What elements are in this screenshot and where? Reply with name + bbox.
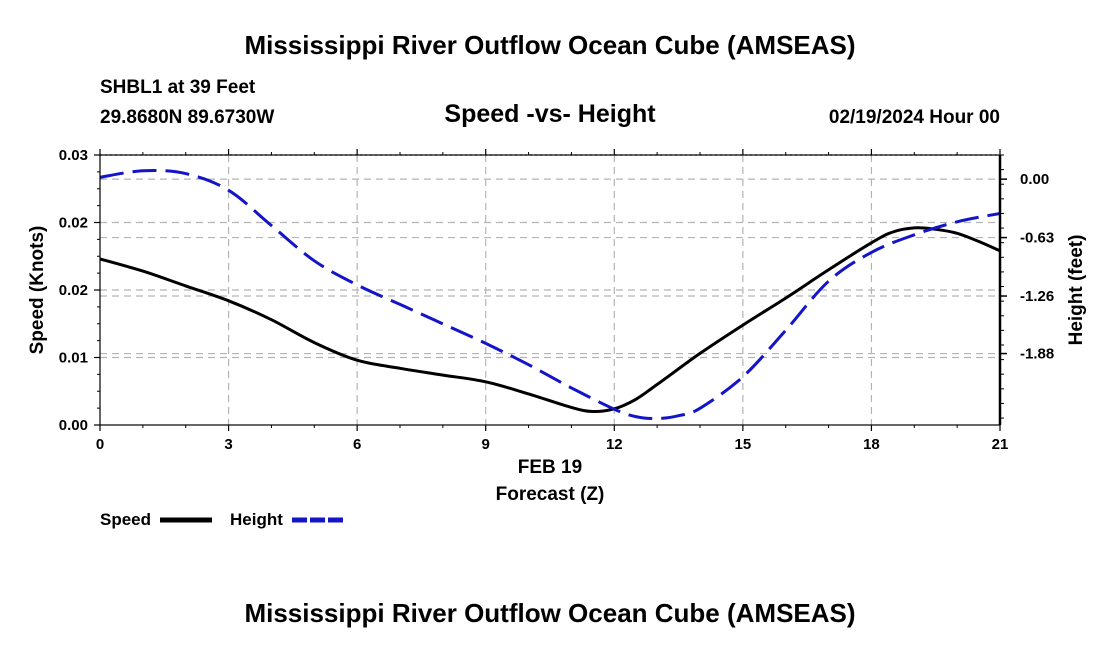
y-right-tick-label: -1.88 [1020,346,1054,363]
x-tick-label: 18 [863,436,880,453]
forecast-date: 02/19/2024 Hour 00 [828,107,1000,128]
series-layer [99,169,1001,421]
x-tick-label: 21 [992,436,1009,453]
x-tick-label: 15 [735,436,752,453]
y-left-tick-label: 0.00 [59,417,88,434]
legend-speed-label: Speed [100,510,151,529]
chart-main-title: Mississippi River Outflow Ocean Cube (AM… [244,30,856,60]
station-coordinates: 29.8680N 89.6730W [100,107,275,128]
x-tick-label: 3 [224,436,232,453]
y-right-axis-title: Height (feet) [1066,235,1087,346]
x-axis-date-label: FEB 19 [518,457,582,478]
x-tick-label: 12 [606,436,623,453]
station-label: SHBL1 at 39 Feet [100,77,256,98]
x-tick-label: 0 [96,436,104,453]
y-left-tick-label: 0.02 [59,215,88,232]
y-right-tick-label: -0.63 [1020,230,1054,247]
x-tick-label: 9 [482,436,490,453]
y-left-tick-label: 0.03 [59,147,88,164]
y-left-tick-label: 0.02 [59,282,88,299]
legend: Speed Height [100,510,343,529]
y-left-tick-label: 0.01 [59,350,88,367]
x-axis-title: Forecast (Z) [496,484,605,505]
axis-ticks: 0 3 6 9 12 15 18 21 0.00 0.01 0.02 0.02 0.03 0.00 -0.6… [59,147,1054,453]
x-tick-label: 6 [353,436,361,453]
y-right-tick-label: 0.00 [1020,171,1049,188]
chart-subtitle: Speed -vs- Height [444,100,656,128]
chart-footer-title: Mississippi River Outflow Ocean Cube (AM… [244,598,856,628]
y-right-tick-label: -1.26 [1020,288,1054,305]
height-series-line [99,169,1001,421]
grid-lines [100,155,1000,425]
legend-height-label: Height [230,510,283,529]
y-left-axis-title: Speed (Knots) [27,226,48,355]
